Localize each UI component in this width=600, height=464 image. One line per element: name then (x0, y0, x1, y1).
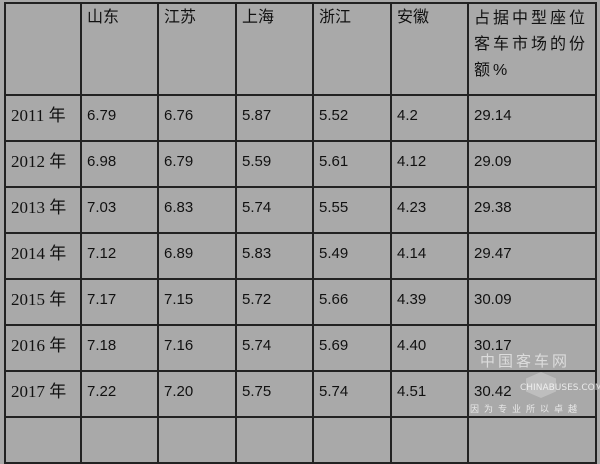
value-cell: 29.09 (467, 140, 597, 188)
value-cell: 4.40 (390, 324, 469, 372)
value-cell: 5.72 (235, 278, 314, 326)
watermark-logo-icon (526, 372, 556, 398)
header-cell: 占据中型座位客车市场的份额% (467, 2, 597, 96)
watermark-cn: 中国客车网 (480, 352, 571, 370)
empty-cell (157, 416, 237, 464)
value-cell: 6.98 (80, 140, 159, 188)
value-cell: 5.75 (235, 370, 314, 418)
value-cell: 6.79 (157, 140, 237, 188)
value-cell: 5.49 (312, 232, 392, 280)
year-cell: 2016 年 (4, 324, 82, 372)
value-cell: 4.23 (390, 186, 469, 234)
table-row: 2011 年 6.79 6.76 5.87 5.52 4.2 29.14 (4, 94, 597, 142)
value-cell: 5.87 (235, 94, 314, 142)
value-cell: 4.12 (390, 140, 469, 188)
header-cell: 山东 (80, 2, 159, 96)
value-cell: 4.39 (390, 278, 469, 326)
table-row: 2013 年 7.03 6.83 5.74 5.55 4.23 29.38 (4, 186, 597, 234)
value-cell: 5.74 (235, 324, 314, 372)
value-cell: 6.89 (157, 232, 237, 280)
data-table: 山东 江苏 上海 浙江 安徽 占据中型座位客车市场的份额% 2011 年 6.79… (4, 2, 597, 464)
value-cell: 5.52 (312, 94, 392, 142)
value-cell: 30.09 (467, 278, 597, 326)
year-cell: 2017 年 (4, 370, 82, 418)
value-cell: 29.47 (467, 232, 597, 280)
value-cell: 7.03 (80, 186, 159, 234)
year-cell: 2014 年 (4, 232, 82, 280)
value-cell: 5.74 (235, 186, 314, 234)
header-cell: 江苏 (157, 2, 237, 96)
year-cell: 2013 年 (4, 186, 82, 234)
empty-cell (235, 416, 314, 464)
year-cell: 2011 年 (4, 94, 82, 142)
header-cell: 安徽 (390, 2, 469, 96)
value-cell: 5.61 (312, 140, 392, 188)
value-cell: 7.16 (157, 324, 237, 372)
table-row: 2014 年 7.12 6.89 5.83 5.49 4.14 29.47 (4, 232, 597, 280)
watermark-en: CHINABUSES.COM (520, 383, 600, 393)
value-cell: 29.38 (467, 186, 597, 234)
value-cell: 6.79 (80, 94, 159, 142)
value-cell: 4.2 (390, 94, 469, 142)
table-row: 2015 年 7.17 7.15 5.72 5.66 4.39 30.09 (4, 278, 597, 326)
table-row: 2012 年 6.98 6.79 5.59 5.61 4.12 29.09 (4, 140, 597, 188)
value-cell: 5.69 (312, 324, 392, 372)
header-cell: 浙江 (312, 2, 392, 96)
empty-cell (80, 416, 159, 464)
header-row: 山东 江苏 上海 浙江 安徽 占据中型座位客车市场的份额% (4, 2, 597, 96)
value-cell: 7.18 (80, 324, 159, 372)
empty-cell (312, 416, 392, 464)
table-row: 2017 年 7.22 7.20 5.75 5.74 4.51 30.42 (4, 370, 597, 418)
header-cell: 上海 (235, 2, 314, 96)
value-cell: 5.59 (235, 140, 314, 188)
value-cell: 5.83 (235, 232, 314, 280)
value-cell: 7.22 (80, 370, 159, 418)
value-cell: 6.76 (157, 94, 237, 142)
value-cell: 30.17 (467, 324, 597, 372)
empty-cell (4, 416, 82, 464)
empty-cell (390, 416, 469, 464)
value-cell: 6.83 (157, 186, 237, 234)
header-cell (4, 2, 82, 96)
value-cell: 7.12 (80, 232, 159, 280)
table-row (4, 416, 597, 464)
value-cell: 5.55 (312, 186, 392, 234)
value-cell: 7.20 (157, 370, 237, 418)
value-cell: 7.15 (157, 278, 237, 326)
empty-cell (467, 416, 597, 464)
watermark-slogan: 因为专业所以卓越 (470, 405, 583, 415)
table-row: 2016 年 7.18 7.16 5.74 5.69 4.40 30.17 (4, 324, 597, 372)
year-cell: 2015 年 (4, 278, 82, 326)
value-cell: 5.74 (312, 370, 392, 418)
value-cell: 4.14 (390, 232, 469, 280)
value-cell: 4.51 (390, 370, 469, 418)
value-cell: 7.17 (80, 278, 159, 326)
value-cell: 5.66 (312, 278, 392, 326)
year-cell: 2012 年 (4, 140, 82, 188)
value-cell: 30.42 (467, 370, 597, 418)
value-cell: 29.14 (467, 94, 597, 142)
